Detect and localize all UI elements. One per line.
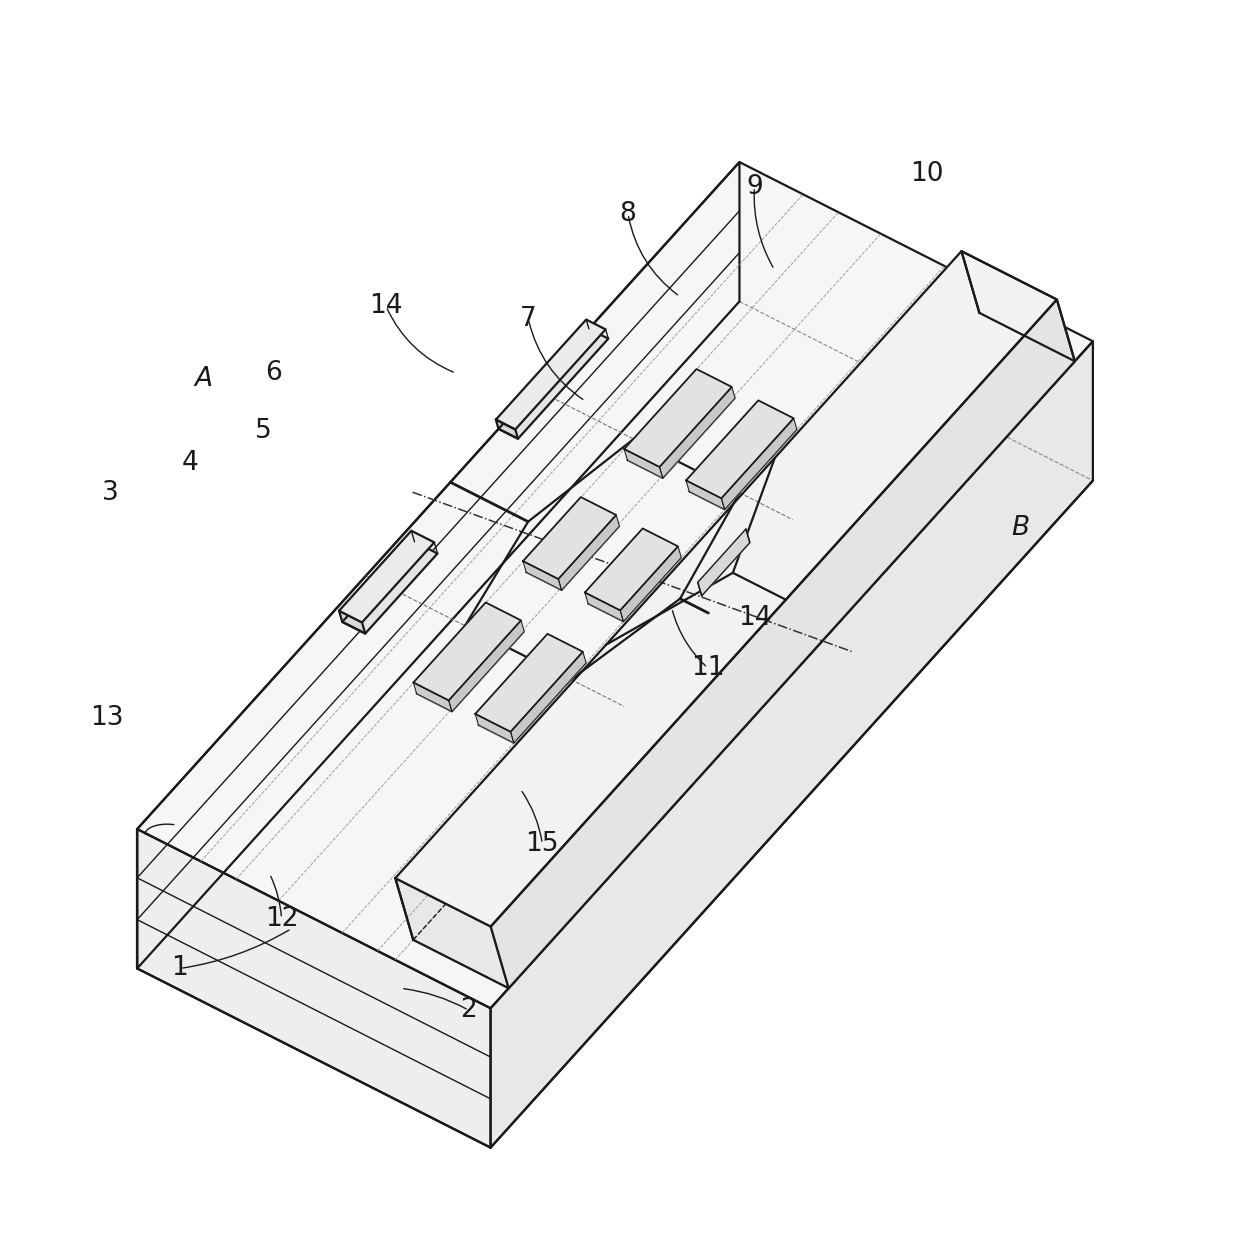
Polygon shape	[339, 531, 434, 622]
Polygon shape	[138, 162, 739, 968]
Polygon shape	[558, 515, 620, 590]
Text: 13: 13	[91, 704, 124, 730]
Polygon shape	[585, 593, 624, 621]
Polygon shape	[496, 419, 518, 439]
Polygon shape	[396, 252, 1056, 926]
Polygon shape	[498, 329, 609, 439]
Polygon shape	[620, 547, 681, 621]
Polygon shape	[138, 830, 491, 1148]
Polygon shape	[417, 614, 525, 712]
Polygon shape	[449, 620, 525, 712]
Text: 1: 1	[171, 956, 188, 981]
Polygon shape	[961, 252, 1075, 361]
Text: 15: 15	[526, 831, 559, 857]
Polygon shape	[722, 418, 797, 510]
Polygon shape	[698, 529, 750, 596]
Text: 8: 8	[620, 201, 636, 227]
Text: 5: 5	[255, 418, 272, 444]
Polygon shape	[475, 634, 583, 732]
Text: 14: 14	[738, 605, 771, 631]
Polygon shape	[342, 542, 438, 634]
Polygon shape	[660, 387, 735, 479]
Polygon shape	[413, 603, 521, 701]
Text: 12: 12	[265, 905, 299, 931]
Text: 6: 6	[265, 360, 281, 386]
Text: 2: 2	[460, 997, 477, 1023]
Polygon shape	[138, 162, 1092, 1008]
Polygon shape	[479, 645, 587, 743]
Polygon shape	[588, 539, 681, 621]
Polygon shape	[585, 528, 678, 610]
Text: 10: 10	[910, 161, 944, 187]
Polygon shape	[523, 497, 616, 579]
Polygon shape	[475, 714, 513, 743]
Text: 11: 11	[691, 655, 724, 681]
Text: 9: 9	[746, 174, 763, 200]
Text: 7: 7	[520, 306, 537, 332]
Polygon shape	[686, 480, 724, 510]
Polygon shape	[526, 508, 620, 590]
Polygon shape	[686, 401, 794, 498]
Polygon shape	[491, 300, 1075, 988]
Polygon shape	[689, 412, 797, 510]
Polygon shape	[511, 652, 587, 743]
Polygon shape	[523, 562, 562, 590]
Text: 4: 4	[181, 450, 198, 476]
Polygon shape	[491, 341, 1092, 1148]
Text: 14: 14	[370, 294, 403, 320]
Text: A: A	[195, 366, 213, 392]
Polygon shape	[627, 381, 735, 479]
Text: B: B	[1011, 516, 1029, 542]
Polygon shape	[496, 320, 605, 429]
Polygon shape	[624, 370, 732, 467]
Text: 3: 3	[102, 480, 119, 506]
Polygon shape	[339, 611, 366, 634]
Polygon shape	[413, 682, 451, 712]
Polygon shape	[624, 449, 662, 479]
Polygon shape	[396, 878, 508, 988]
